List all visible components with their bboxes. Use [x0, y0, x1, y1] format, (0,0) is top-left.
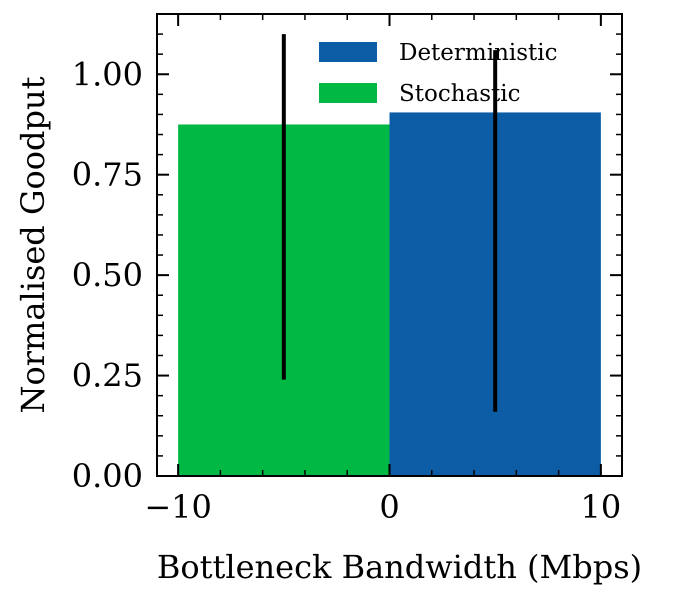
x-tick-label: −10	[144, 488, 212, 526]
x-tick-label: 10	[581, 488, 622, 526]
x-axis-title: Bottleneck Bandwidth (Mbps)	[157, 548, 642, 586]
y-tick-label: 0.50	[72, 256, 143, 294]
legend-swatch-stochastic	[319, 83, 377, 103]
y-tick-label: 0.00	[72, 457, 143, 495]
y-tick-label: 0.75	[72, 156, 143, 194]
ticks-layer	[157, 14, 622, 477]
y-tick-label: 1.00	[72, 55, 143, 93]
legend-label-stochastic: Stochastic	[399, 81, 521, 107]
legend-swatch-deterministic	[319, 42, 377, 62]
errorbars-layer	[281, 34, 498, 412]
y-axis-title: Normalised Goodput	[14, 76, 52, 413]
y-tick-label: 0.25	[72, 357, 143, 395]
tick-labels-layer: −10 0 10 0.00 0.25 0.50 0.75 1.00	[72, 55, 621, 526]
x-tick-label: 0	[379, 488, 399, 526]
legend: Deterministic Stochastic	[319, 40, 558, 107]
legend-label-deterministic: Deterministic	[399, 40, 558, 66]
bars-layer	[178, 112, 601, 476]
